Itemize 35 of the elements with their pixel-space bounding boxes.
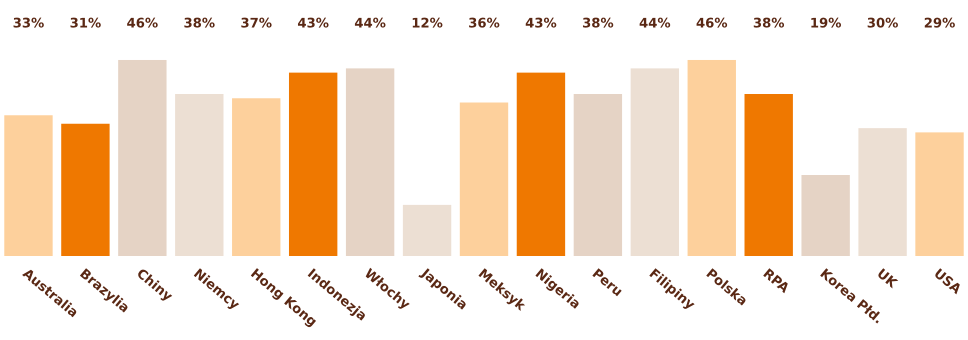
data-label: 36% — [469, 18, 500, 28]
bar — [858, 128, 907, 256]
data-label: 44% — [640, 18, 670, 28]
bar — [915, 132, 964, 256]
bar — [574, 94, 622, 256]
data-label: 19% — [811, 18, 842, 28]
bar — [402, 204, 452, 256]
bar — [175, 94, 224, 256]
data-label: 38% — [754, 18, 784, 28]
data-label: 12% — [412, 18, 442, 28]
x-tick-label: UK — [876, 268, 899, 289]
data-label: 29% — [924, 18, 955, 28]
bar — [61, 124, 110, 256]
bar — [118, 60, 167, 256]
bar — [688, 60, 736, 256]
bar — [460, 102, 508, 256]
data-label: 46% — [696, 18, 728, 28]
bar — [4, 115, 53, 256]
data-label: 37% — [241, 18, 272, 28]
data-label: 43% — [298, 18, 329, 28]
bar — [346, 68, 394, 256]
bar — [744, 94, 793, 256]
data-label: 33% — [14, 18, 44, 28]
bar — [288, 72, 338, 256]
bar — [801, 174, 850, 256]
bar — [232, 98, 280, 256]
data-label: 30% — [868, 18, 898, 28]
data-label: 46% — [127, 18, 158, 28]
data-label: 38% — [184, 18, 215, 28]
data-label: 31% — [70, 18, 101, 28]
bar — [630, 68, 680, 256]
bar — [516, 72, 566, 256]
data-label: 44% — [354, 18, 386, 28]
data-label: 38% — [582, 18, 614, 28]
data-label: 43% — [526, 18, 556, 28]
